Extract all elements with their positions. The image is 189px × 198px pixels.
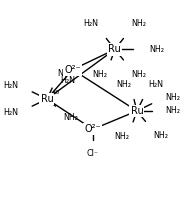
Text: NH₂: NH₂ [153,131,168,140]
Text: Ru: Ru [108,44,121,54]
Text: O²⁻: O²⁻ [64,65,81,75]
Text: NH₂: NH₂ [131,19,146,28]
Text: Ru: Ru [131,106,143,116]
Text: NH₂: NH₂ [115,132,129,141]
Text: Cl⁻: Cl⁻ [87,149,99,158]
Text: NH₂: NH₂ [116,80,131,89]
Text: H₂N: H₂N [61,76,76,85]
Text: 10: 10 [53,90,60,95]
Text: NH₂: NH₂ [57,69,72,78]
Text: O²⁻: O²⁻ [84,124,101,134]
Text: Ru: Ru [41,94,53,104]
Text: H₂N: H₂N [3,81,19,90]
Text: NH₂: NH₂ [131,70,146,79]
Text: NH₂: NH₂ [165,107,180,115]
Text: NH₂: NH₂ [165,93,180,102]
Text: NH₂: NH₂ [93,70,108,79]
Text: H₂N: H₂N [83,19,98,28]
Text: H₂N: H₂N [148,80,163,89]
Text: H₂N: H₂N [3,108,19,117]
Text: NH₂: NH₂ [64,113,78,122]
Text: NH₂: NH₂ [149,45,164,54]
